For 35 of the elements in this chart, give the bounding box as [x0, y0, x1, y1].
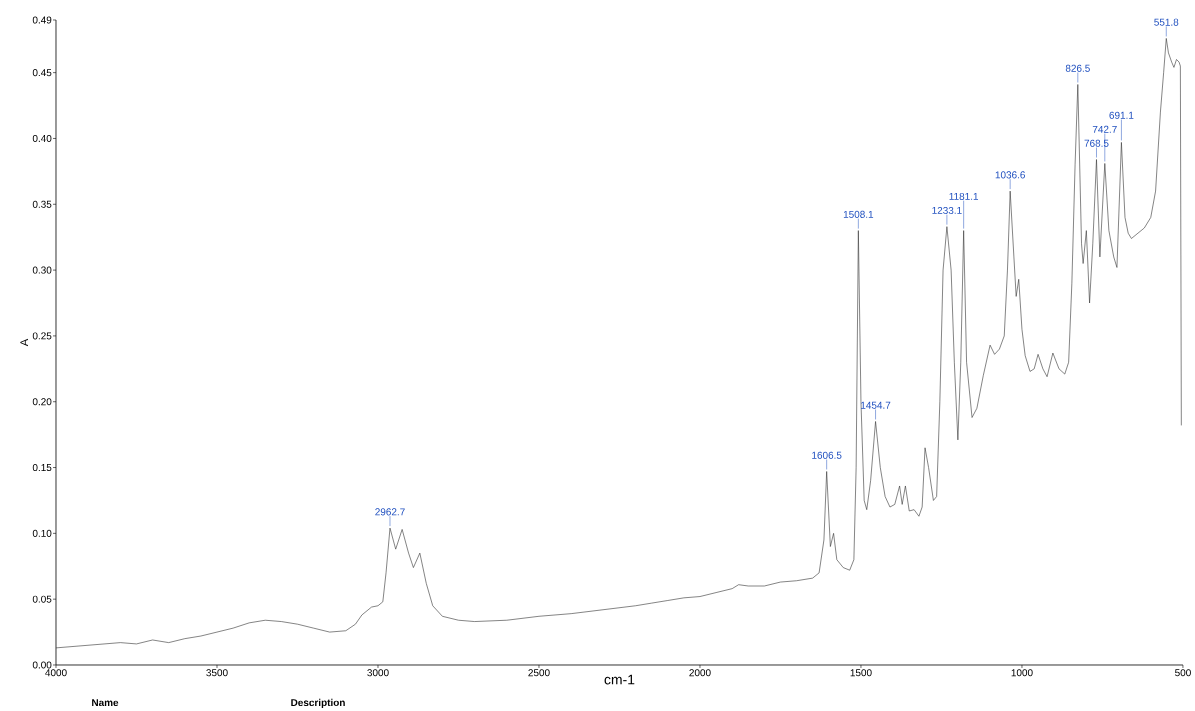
y-tick-label: 0.49 — [32, 16, 52, 24]
x-tick-label: 1500 — [850, 669, 872, 677]
x-tick-label: 500 — [1175, 669, 1191, 677]
annotation: 551.8 — [1154, 18, 1179, 26]
x-tick-label: 2000 — [689, 669, 711, 677]
x-tick-label: 1000 — [1011, 669, 1033, 677]
y-tick-label: 0.00 — [32, 661, 52, 669]
x-tick-label: 3500 — [206, 669, 228, 677]
annotation: 768.5 — [1084, 139, 1109, 147]
x-tick-label: 2500 — [528, 669, 550, 677]
annotation: 1181.1 — [949, 192, 979, 200]
y-tick-label: 0.35 — [32, 200, 52, 208]
y-tick-label: 0.30 — [32, 266, 52, 274]
y-tick-label: 0.45 — [32, 68, 52, 76]
x-tick-label: 4000 — [45, 669, 67, 677]
y-axis-title: A — [20, 338, 28, 346]
annotation: 2962.7 — [375, 508, 405, 516]
x-axis-title: cm-1 — [604, 674, 635, 685]
annotation: 691.1 — [1109, 111, 1134, 119]
y-tick-label: 0.10 — [32, 529, 52, 537]
annotation: 1454.7 — [861, 401, 891, 409]
text: Name — [92, 698, 119, 706]
annotation: 742.7 — [1092, 125, 1117, 133]
y-tick-label: 0.25 — [32, 332, 52, 340]
y-tick-label: 0.15 — [32, 463, 52, 471]
annotation: 1233.1 — [932, 206, 962, 214]
annotation: 826.5 — [1065, 64, 1090, 72]
y-tick-label: 0.40 — [32, 134, 52, 142]
annotation: 1606.5 — [812, 451, 842, 459]
annotation: 1036.6 — [995, 171, 1025, 179]
y-tick-label: 0.20 — [32, 398, 52, 406]
x-tick-label: 3000 — [367, 669, 389, 677]
annotation: 1508.1 — [843, 210, 874, 218]
y-tick-label: 0.05 — [32, 595, 52, 603]
text: Description — [291, 698, 345, 708]
